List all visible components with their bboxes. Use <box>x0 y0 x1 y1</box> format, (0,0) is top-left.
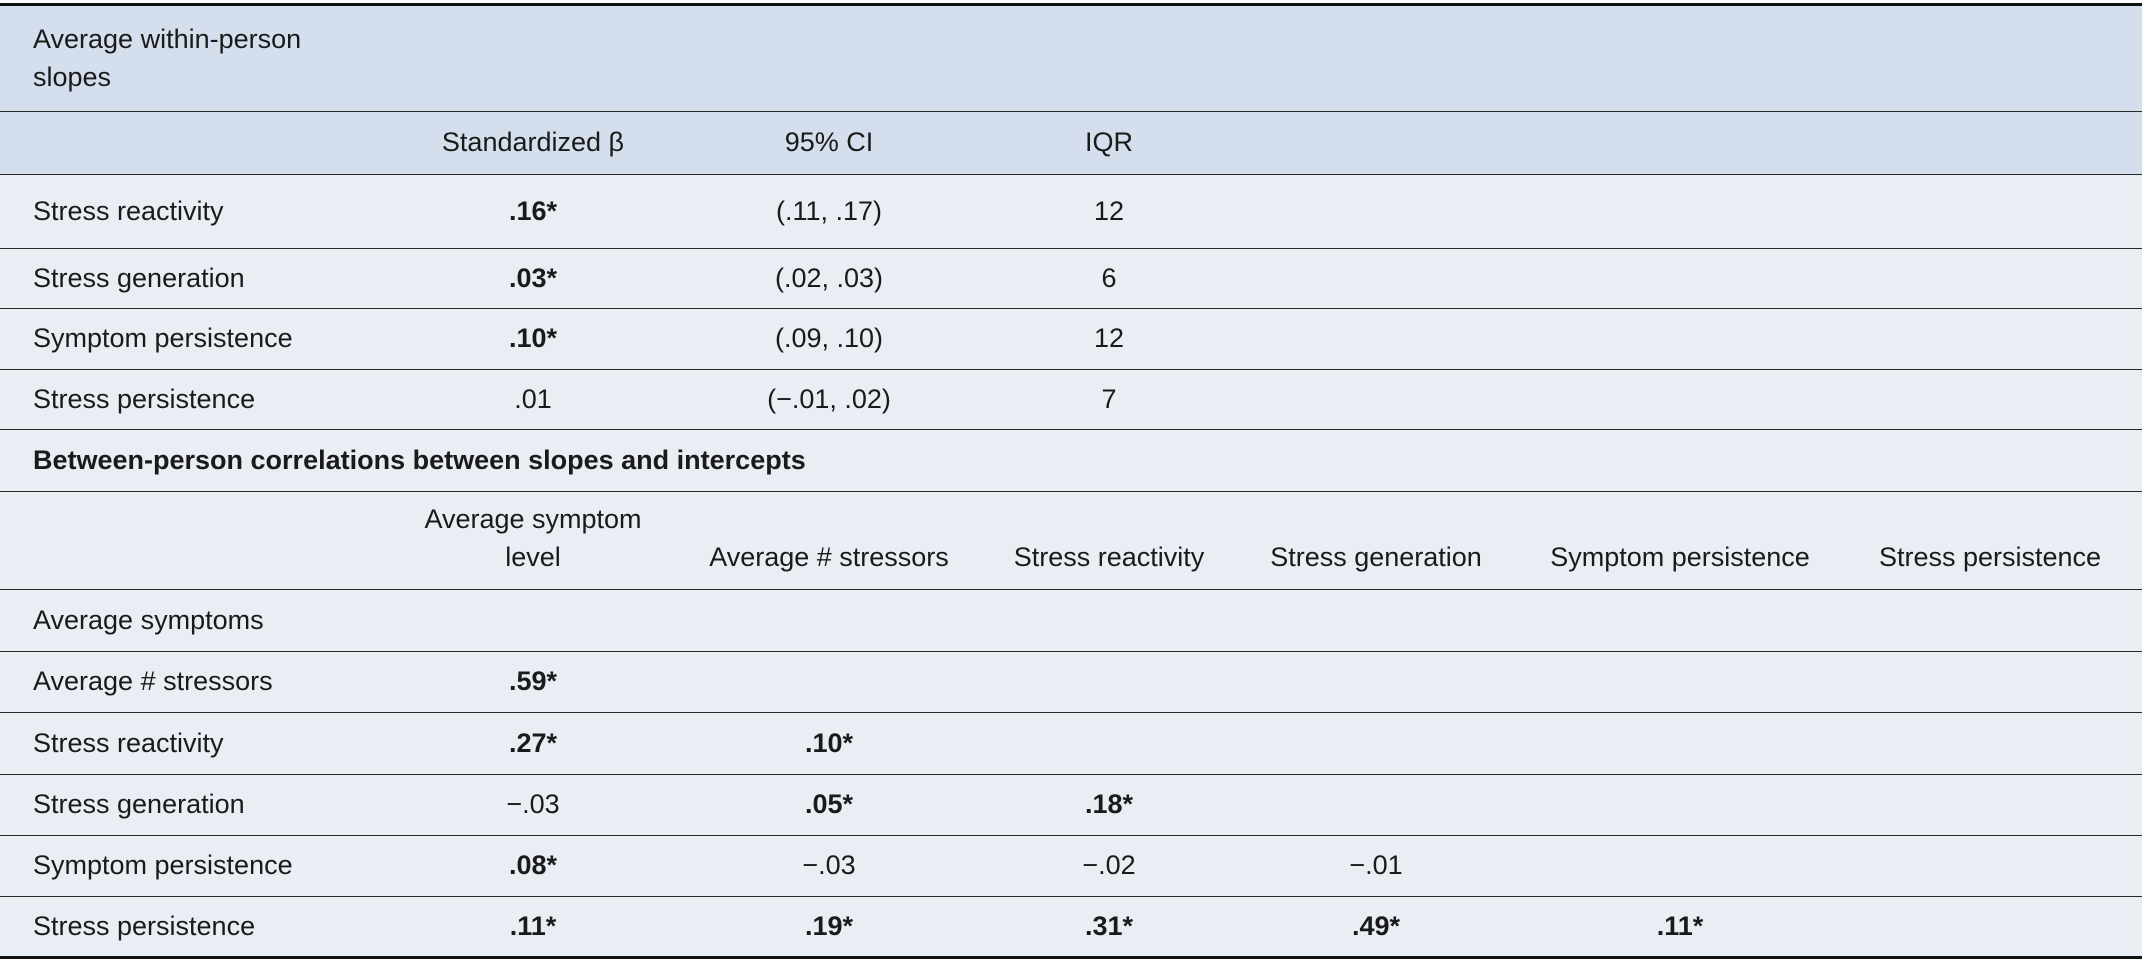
row-label: Between-person correlations between slop… <box>33 444 806 475</box>
table-cell: IQR <box>1084 127 1133 158</box>
table-cell: Stress persistence <box>1878 542 2102 573</box>
row-label: Average symptoms <box>33 604 264 635</box>
table-cell: 12 <box>1093 323 1125 354</box>
table-cell: −.02 <box>1082 850 1136 881</box>
row-label: Stress generation <box>33 789 245 820</box>
section-title-row: Average within-person slopes <box>0 3 2142 112</box>
table-cell: .49* <box>1351 910 1401 941</box>
table-cell: .01 <box>514 383 552 414</box>
table-cell: .11* <box>509 910 557 941</box>
table-cell: (.09, .10) <box>774 323 884 354</box>
table-cell: 95% CI <box>784 127 874 158</box>
row-label: Stress persistence <box>33 383 256 414</box>
row-label: Symptom persistence <box>33 850 293 881</box>
table-cell: .27* <box>508 727 558 758</box>
table-cell: .11* <box>1656 910 1704 941</box>
data-row: Stress persistence .11* .19* .31* .49* .11* <box>0 897 2142 959</box>
table-cell: .10* <box>804 727 854 758</box>
row-label: Stress generation <box>33 262 245 293</box>
table-cell: Standardized β <box>441 127 625 158</box>
row-label: Stress reactivity <box>33 727 224 758</box>
table-cell: 7 <box>1101 383 1117 414</box>
data-row: Average symptoms <box>0 590 2142 652</box>
table-cell: −.03 <box>506 789 560 820</box>
section-title-row: Between-person correlations between slop… <box>0 430 2142 492</box>
table-cell: .31* <box>1084 910 1134 941</box>
data-row: Stress reactivity .16* (.11, .17) 12 <box>0 175 2142 249</box>
table-cell: .03* <box>508 262 558 293</box>
table-cell: .08* <box>508 850 558 881</box>
table-cell: .19* <box>804 910 854 941</box>
data-row: Stress generation .03* (.02, .03) 6 <box>0 249 2142 309</box>
table-cell: Average symptom level <box>424 504 642 573</box>
row-label: Symptom persistence <box>33 323 293 354</box>
data-row: Stress reactivity .27* .10* <box>0 713 2142 775</box>
table-cell: −.03 <box>802 850 856 881</box>
table-cell: .10* <box>508 323 558 354</box>
row-label: Stress persistence <box>33 910 256 941</box>
column-header-row: Average symptom level Average # stressors… <box>0 492 2142 590</box>
row-label: Average within-person slopes <box>33 23 302 92</box>
table-cell: 12 <box>1093 195 1125 226</box>
data-row: Stress generation −.03 .05* .18* <box>0 775 2142 836</box>
table-cell: Average # stressors <box>709 542 949 573</box>
table-cell: (.02, .03) <box>774 262 884 293</box>
table-cell: (.11, .17) <box>775 195 883 226</box>
data-row: Average # stressors .59* <box>0 652 2142 713</box>
column-header-row: Standardized β 95% CI IQR <box>0 112 2142 175</box>
data-row: Stress persistence .01 (−.01, .02) 7 <box>0 370 2142 430</box>
row-label: Stress reactivity <box>33 195 224 226</box>
table-cell: Stress generation <box>1270 542 1482 573</box>
table-cell: 6 <box>1101 262 1117 293</box>
table-cell: .05* <box>804 789 854 820</box>
table-cell: .16* <box>508 195 558 226</box>
table-cell: −.01 <box>1349 850 1403 881</box>
data-row: Symptom persistence .08* −.03 −.02 −.01 <box>0 836 2142 897</box>
table-cell: (−.01, .02) <box>767 383 891 414</box>
data-row: Symptom persistence .10* (.09, .10) 12 <box>0 309 2142 370</box>
table-cell: .59* <box>508 666 558 697</box>
table-cell: Stress reactivity <box>1013 542 1205 573</box>
table-cell: Symptom persistence <box>1550 542 1810 573</box>
row-label: Average # stressors <box>33 666 273 697</box>
table-cell: .18* <box>1084 789 1134 820</box>
